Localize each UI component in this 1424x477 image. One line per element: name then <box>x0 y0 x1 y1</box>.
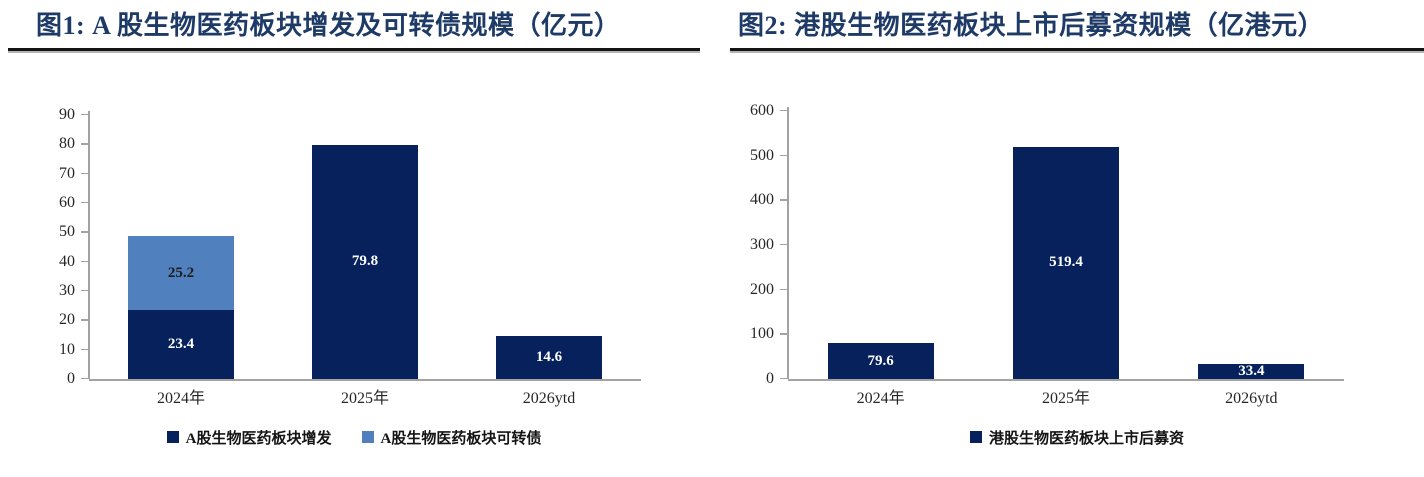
y-axis-tick <box>81 201 88 204</box>
figure-1-title: 图1: A 股生物医药板块增发及可转债规模（亿元） <box>36 11 621 40</box>
figure-1-chart: 0 10 20 30 40 50 60 70 80 90 2024年 23.4 25.2 2025年 79.… <box>8 95 700 407</box>
bar-value-label: 519.4 <box>1049 254 1083 271</box>
y-axis-tick <box>81 143 88 145</box>
bar-value-label: 79.8 <box>351 253 379 270</box>
figure-2-title-rule <box>730 47 1424 51</box>
y-axis-tick-label: 0 <box>766 369 774 387</box>
y-axis-tick-label: 70 <box>59 164 75 182</box>
legend-swatch-convertible <box>361 431 374 444</box>
y-axis-line <box>88 110 90 379</box>
y-axis-tick-label: 20 <box>59 311 75 329</box>
y-axis-tick <box>81 113 88 116</box>
y-axis-tick-label: 0 <box>67 369 75 387</box>
y-axis-tick-label: 400 <box>750 191 774 209</box>
y-axis-tick <box>81 348 88 351</box>
x-category-label: 2025年 <box>1041 389 1090 407</box>
bar-segment <box>496 336 602 379</box>
bar-segment <box>312 144 418 379</box>
bar-segment <box>1013 146 1119 379</box>
bar-segment <box>827 343 934 379</box>
y-axis-line <box>787 106 789 379</box>
bar-segment <box>1198 363 1305 379</box>
x-category-label: 2025年 <box>340 389 389 407</box>
x-category-label: 2026ytd <box>522 389 576 407</box>
x-category-label: 2024年 <box>156 389 205 407</box>
y-axis-tick <box>81 260 88 263</box>
figure-1-title-rule <box>8 47 700 51</box>
y-axis-tick-label: 60 <box>59 193 75 211</box>
figure-1: 图1: A 股生物医药板块增发及可转债规模（亿元） 0 10 20 30 40 50 60 7… <box>8 0 700 477</box>
y-axis-tick-label: 600 <box>750 101 774 119</box>
legend-item-a-share-convertible: A股生物医药板块可转债 <box>361 427 542 448</box>
y-axis-tick-label: 10 <box>59 340 75 358</box>
bar-value-label: 14.6 <box>535 348 563 365</box>
y-axis-tick-label: 80 <box>59 135 75 153</box>
y-axis-tick-label: 30 <box>59 281 75 299</box>
y-axis-tick <box>780 109 787 112</box>
y-axis-tick-label: 40 <box>59 252 75 270</box>
y-axis-tick <box>780 243 787 246</box>
figure-2-chart: 0 100 200 300 400 500 600 2024年 79.6 2025年 519.4 20… <box>730 95 1424 407</box>
y-axis-tick <box>81 289 88 292</box>
y-axis-tick <box>780 333 787 335</box>
legend-item-hk-post-listing: 港股生物医药板块上市后募资 <box>969 427 1184 448</box>
x-axis-line <box>89 378 641 381</box>
y-axis-tick <box>780 154 787 157</box>
x-axis-line <box>788 378 1344 381</box>
y-axis-tick <box>81 319 88 321</box>
x-category-label: 2026ytd <box>1225 389 1278 407</box>
legend-label-hk-post-listing: 港股生物医药板块上市后募资 <box>988 430 1184 447</box>
legend-label-issuance: A股生物医药板块增发 <box>185 430 332 447</box>
legend-swatch-issuance <box>166 431 179 444</box>
bar-segment <box>128 236 234 311</box>
y-axis-tick <box>780 288 787 291</box>
x-category-label: 2024年 <box>856 389 905 407</box>
y-axis-tick <box>81 377 88 380</box>
legend-label-convertible: A股生物医药板块可转债 <box>380 430 542 447</box>
bar-value-label: 79.6 <box>867 352 894 369</box>
y-axis-tick <box>780 377 787 380</box>
legend-swatch-hk-post-listing <box>969 431 982 444</box>
legend-item-a-share-issuance: A股生物医药板块增发 <box>166 427 332 448</box>
y-axis-tick-label: 300 <box>750 235 774 253</box>
y-axis-tick-label: 200 <box>750 280 774 298</box>
y-axis-tick <box>780 199 787 201</box>
figure-2-title: 图2: 港股生物医药板块上市后募资规模（亿港元） <box>738 11 1325 40</box>
y-axis-tick-label: 500 <box>750 146 774 164</box>
y-axis-tick-label: 100 <box>750 325 774 343</box>
figure-2-legend: 港股生物医药板块上市后募资 <box>730 427 1424 448</box>
bar-value-label: 23.4 <box>167 336 195 353</box>
bar-value-label: 25.2 <box>167 264 195 281</box>
figure-2: 图2: 港股生物医药板块上市后募资规模（亿港元） 0 100 200 300 400 50… <box>730 0 1424 477</box>
y-axis-tick <box>81 172 88 175</box>
bar-value-label: 33.4 <box>1238 362 1265 379</box>
y-axis-tick-label: 90 <box>59 105 75 123</box>
y-axis-tick <box>81 231 88 233</box>
y-axis-tick-label: 50 <box>59 223 75 241</box>
bar-segment <box>128 310 234 379</box>
figure-1-legend: A股生物医药板块增发 A股生物医药板块可转债 <box>8 427 700 448</box>
